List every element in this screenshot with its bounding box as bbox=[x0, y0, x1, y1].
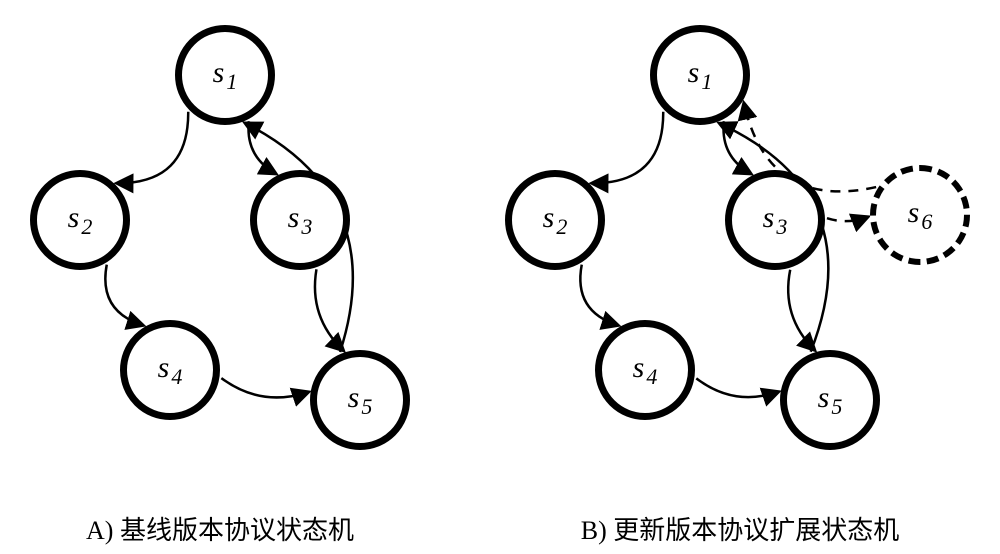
node-label-sub: 3 bbox=[301, 214, 312, 239]
node-label: s6 bbox=[908, 196, 933, 235]
node-label-main: s bbox=[763, 201, 775, 234]
node-label: s5 bbox=[818, 381, 843, 420]
edge-s1-s2 bbox=[117, 112, 188, 183]
node-label: s1 bbox=[688, 56, 713, 95]
edge-s4-s5 bbox=[221, 378, 308, 397]
node-label-main: s bbox=[348, 381, 360, 414]
node-label-main: s bbox=[908, 196, 920, 229]
node-label-main: s bbox=[633, 351, 645, 384]
state-node-s5: s5 bbox=[780, 350, 880, 450]
edge-s1-s3 bbox=[723, 121, 751, 174]
node-label-sub: 4 bbox=[171, 364, 182, 389]
state-node-s1: s1 bbox=[650, 25, 750, 125]
node-label-sub: 3 bbox=[776, 214, 787, 239]
node-label-sub: 1 bbox=[226, 69, 237, 94]
diagram-container: s1s2s3s4s5s1s2s3s4s5s6 A) 基线版本协议状态机B) 更新… bbox=[0, 0, 1000, 554]
diagram-caption-A: A) 基线版本协议状态机 bbox=[20, 510, 420, 547]
state-node-s6: s6 bbox=[870, 165, 970, 265]
node-label: s2 bbox=[543, 201, 568, 240]
edge-s1-s2 bbox=[592, 112, 663, 183]
node-label-main: s bbox=[818, 381, 830, 414]
node-label: s2 bbox=[68, 201, 93, 240]
state-node-s5: s5 bbox=[310, 350, 410, 450]
edge-s2-s4 bbox=[105, 265, 143, 326]
node-label-main: s bbox=[68, 201, 80, 234]
node-label-sub: 2 bbox=[81, 214, 92, 239]
edge-s1-s3 bbox=[248, 121, 276, 174]
node-label-sub: 4 bbox=[646, 364, 657, 389]
state-node-s3: s3 bbox=[250, 170, 350, 270]
node-label-main: s bbox=[213, 56, 225, 89]
node-label: s5 bbox=[348, 381, 373, 420]
state-node-s3: s3 bbox=[725, 170, 825, 270]
node-label: s3 bbox=[288, 201, 313, 240]
state-node-s4: s4 bbox=[595, 320, 695, 420]
node-label: s3 bbox=[763, 201, 788, 240]
node-label-sub: 5 bbox=[361, 394, 372, 419]
node-label: s4 bbox=[158, 351, 183, 390]
edge-s3-s5 bbox=[315, 269, 344, 350]
node-label-sub: 1 bbox=[701, 69, 712, 94]
edge-s3-s5 bbox=[788, 270, 815, 351]
node-label-main: s bbox=[543, 201, 555, 234]
edge-s2-s4 bbox=[580, 265, 618, 326]
node-label-main: s bbox=[288, 201, 300, 234]
state-node-s1: s1 bbox=[175, 25, 275, 125]
state-node-s2: s2 bbox=[30, 170, 130, 270]
node-label: s1 bbox=[213, 56, 238, 95]
node-label: s4 bbox=[633, 351, 658, 390]
node-label-sub: 5 bbox=[831, 394, 842, 419]
node-label-sub: 2 bbox=[556, 214, 567, 239]
state-node-s4: s4 bbox=[120, 320, 220, 420]
edge-s3-s6 bbox=[827, 217, 868, 221]
edge-s4-s5 bbox=[696, 378, 778, 397]
node-label-sub: 6 bbox=[921, 209, 932, 234]
node-label-main: s bbox=[688, 56, 700, 89]
node-label-main: s bbox=[158, 351, 170, 384]
edges-layer bbox=[0, 0, 1000, 554]
state-node-s2: s2 bbox=[505, 170, 605, 270]
diagram-caption-B: B) 更新版本协议扩展状态机 bbox=[540, 510, 940, 547]
